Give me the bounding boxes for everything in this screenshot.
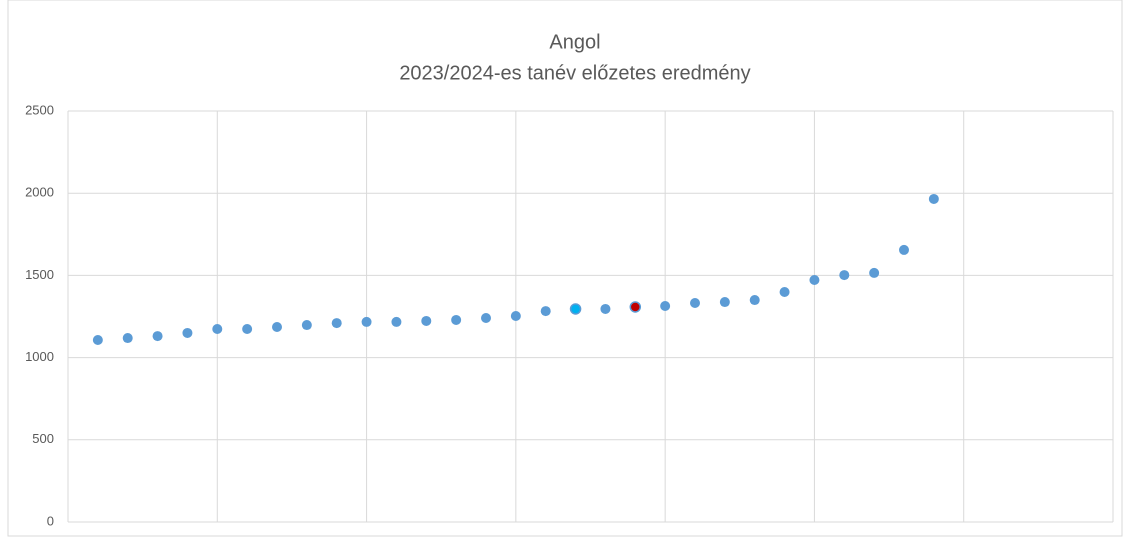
data-point [421, 315, 432, 326]
data-point [272, 322, 282, 333]
data-point [361, 316, 372, 327]
data-point [122, 333, 133, 344]
chart-title: Angol [549, 31, 600, 53]
data-point [809, 275, 820, 286]
data-point [92, 335, 103, 346]
chart-frame [7, 0, 1123, 537]
data-point [212, 323, 223, 334]
data-point [600, 303, 611, 314]
data-point [451, 314, 462, 325]
data-point [779, 287, 790, 298]
data-point [481, 312, 491, 323]
data-point [182, 327, 193, 338]
data-point [690, 298, 700, 309]
chart-subtitle: 2023/2024-es tanév előzetes eredmény [399, 62, 750, 84]
y-tick-label: 500 [32, 431, 54, 446]
y-tick-label: 2500 [25, 102, 54, 117]
data-point [569, 303, 582, 315]
data-point [301, 320, 312, 331]
data-point [899, 244, 909, 255]
data-point [540, 306, 551, 317]
data-point [928, 193, 939, 204]
data-point [749, 295, 760, 306]
data-point [242, 323, 253, 334]
data-point [629, 301, 642, 313]
data-point [152, 331, 163, 342]
data-point [391, 316, 402, 327]
y-tick-label: 0 [47, 513, 54, 528]
y-tick-label: 1000 [25, 349, 54, 364]
data-point [719, 297, 730, 308]
y-tick-label: 2000 [25, 185, 54, 200]
data-point [510, 311, 521, 322]
data-point [839, 270, 850, 281]
y-tick-label: 1500 [25, 267, 54, 282]
data-point [660, 300, 671, 311]
data-point [869, 267, 880, 278]
data-point [331, 318, 342, 329]
